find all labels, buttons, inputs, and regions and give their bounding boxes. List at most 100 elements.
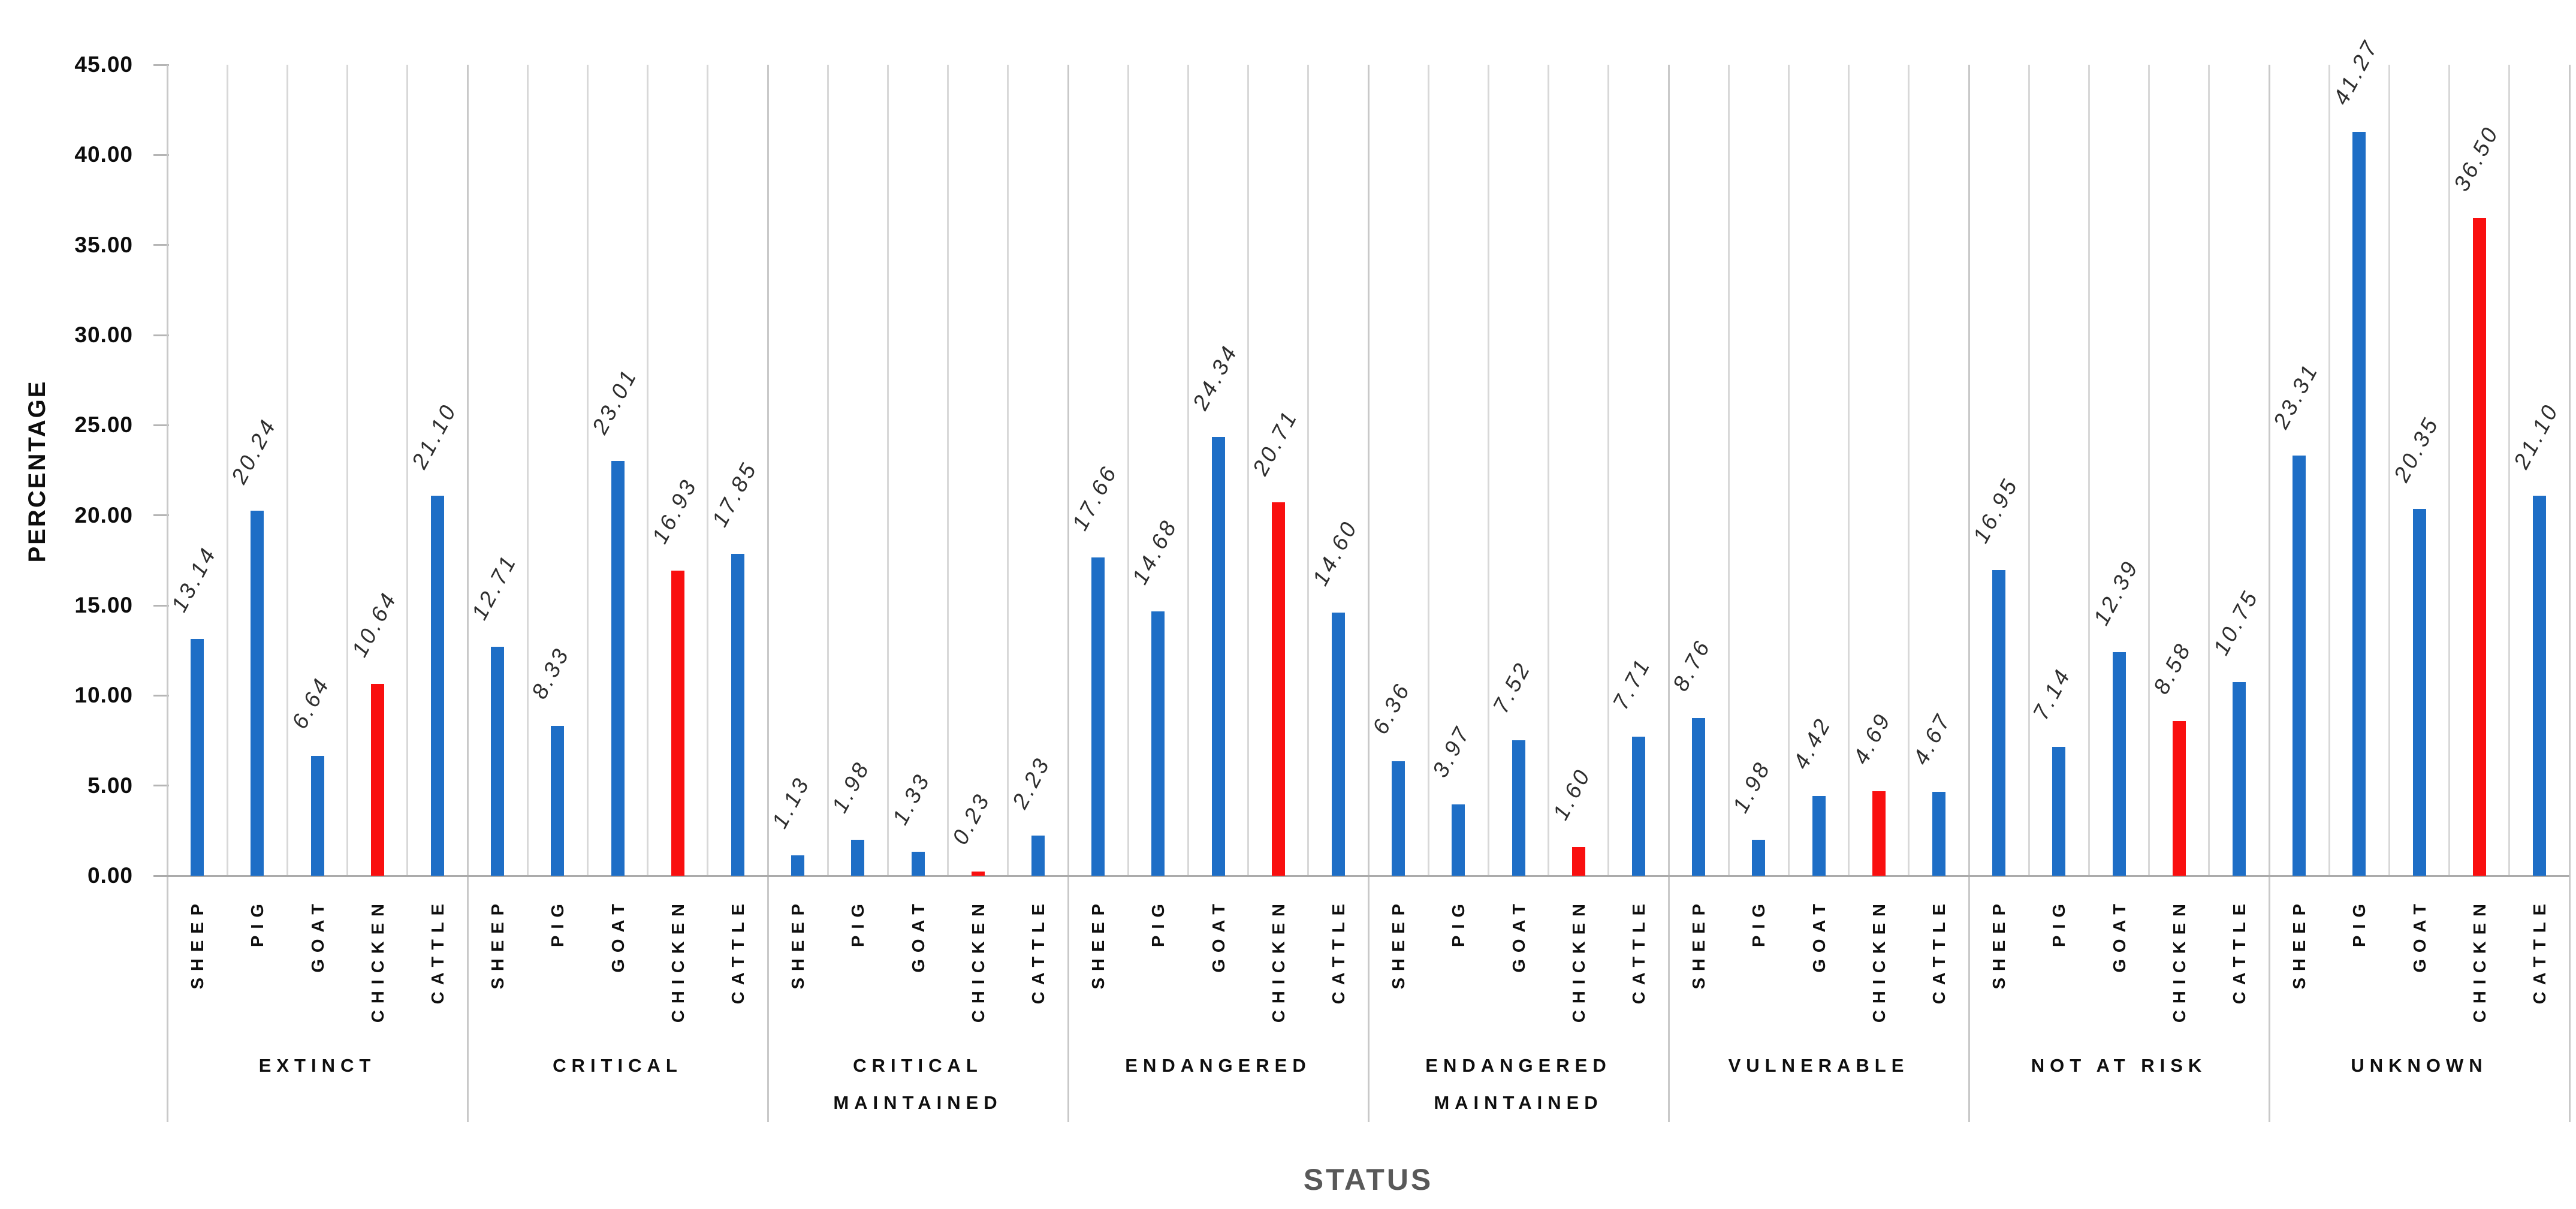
y-tick-mark (153, 334, 169, 336)
group-separator-line (767, 65, 769, 1122)
bar-critical-maintained-pig (851, 840, 865, 876)
value-label-not-at-risk-pig: 7.14 (2028, 664, 2076, 724)
bar-not-at-risk-pig (2052, 747, 2066, 876)
category-label-endangered-maintained-cattle: CATTLE (1629, 897, 1649, 1005)
y-tick-label: 35.00 (74, 232, 133, 257)
category-label-vulnerable-chicken: CHICKEN (1869, 897, 1889, 1023)
group-label-endangered-maintained: ENDANGERED MAINTAINED (1425, 1055, 1612, 1113)
y-tick-label: 10.00 (74, 683, 133, 708)
group-separator-line (1367, 65, 1370, 1122)
y-tick-label: 25.00 (74, 412, 133, 438)
x-axis-title: STATUS (1303, 1163, 1434, 1196)
bar-critical-maintained-chicken (971, 872, 985, 876)
value-label-vulnerable-goat: 4.42 (1788, 713, 1836, 773)
category-label-vulnerable-pig: PIG (1749, 897, 1769, 947)
column-gridline (2088, 65, 2090, 876)
column-gridline (1787, 65, 1790, 876)
category-label-critical-maintained-sheep: SHEEP (789, 897, 809, 990)
bar-vulnerable-goat (1812, 796, 1826, 876)
category-label-critical-maintained-cattle: CATTLE (1028, 897, 1048, 1005)
bar-extinct-cattle (430, 495, 444, 876)
y-tick-label: 5.00 (87, 773, 133, 798)
bar-vulnerable-cattle (1932, 791, 1945, 876)
value-label-critical-chicken: 16.93 (647, 474, 702, 548)
category-label-endangered-pig: PIG (1149, 897, 1169, 947)
column-gridline (1187, 65, 1189, 876)
column-gridline (346, 65, 349, 876)
value-label-not-at-risk-cattle: 10.75 (2208, 585, 2264, 659)
category-label-endangered-sheep: SHEEP (1089, 897, 1109, 990)
bar-critical-pig (551, 725, 565, 876)
category-label-critical-goat: GOAT (608, 897, 628, 973)
y-tick-mark (153, 244, 169, 246)
value-label-endangered-pig: 14.68 (1127, 514, 1183, 589)
category-label-critical-maintained-chicken: CHICKEN (969, 897, 988, 1023)
bar-not-at-risk-chicken (2172, 721, 2186, 876)
bar-extinct-pig (251, 511, 264, 876)
value-label-unknown-chicken: 36.50 (2448, 121, 2504, 195)
column-gridline (647, 65, 649, 876)
bar-critical-maintained-goat (911, 852, 925, 876)
bar-extinct-sheep (191, 638, 204, 876)
column-gridline (2388, 65, 2390, 876)
value-label-critical-pig: 8.33 (527, 642, 575, 703)
value-label-endangered-maintained-sheep: 6.36 (1368, 677, 1416, 738)
column-gridline (1607, 65, 1610, 876)
value-label-endangered-maintained-pig: 3.97 (1428, 720, 1476, 782)
bar-endangered-maintained-chicken (1571, 846, 1585, 876)
value-label-endangered-maintained-cattle: 7.71 (1607, 653, 1656, 714)
category-label-unknown-chicken: CHICKEN (2470, 897, 2490, 1023)
group-label-critical: CRITICAL (553, 1055, 683, 1076)
category-label-unknown-cattle: CATTLE (2530, 897, 2550, 1005)
column-gridline (2508, 65, 2511, 876)
column-gridline (1908, 65, 1910, 876)
column-gridline (1848, 65, 1850, 876)
bar-endangered-goat (1211, 437, 1225, 876)
group-label-extinct: EXTINCT (258, 1055, 376, 1076)
column-gridline (526, 65, 529, 876)
group-label-unknown: UNKNOWN (2351, 1055, 2488, 1076)
category-label-extinct-sheep: SHEEP (188, 897, 208, 990)
category-label-endangered-maintained-goat: GOAT (1509, 897, 1529, 973)
bar-unknown-pig (2352, 132, 2366, 876)
bar-unknown-sheep (2293, 456, 2306, 876)
y-tick-label: 45.00 (74, 52, 133, 77)
y-tick-mark (153, 604, 169, 607)
category-label-not-at-risk-sheep: SHEEP (1990, 897, 2010, 990)
category-label-unknown-pig: PIG (2350, 897, 2370, 947)
column-gridline (886, 65, 889, 876)
column-gridline (406, 65, 409, 876)
bar-unknown-goat (2412, 509, 2426, 876)
value-label-vulnerable-sheep: 8.76 (1668, 634, 1716, 695)
group-separator-line (166, 65, 168, 1122)
category-label-extinct-goat: GOAT (308, 897, 328, 973)
y-tick-mark (153, 153, 169, 156)
value-label-vulnerable-chicken: 4.69 (1848, 708, 1896, 768)
value-label-critical-maintained-pig: 1.98 (827, 756, 875, 817)
y-tick-mark (153, 694, 169, 697)
column-gridline (1247, 65, 1250, 876)
bar-endangered-maintained-pig (1452, 804, 1465, 876)
bar-endangered-maintained-cattle (1631, 737, 1645, 876)
bar-critical-maintained-sheep (791, 855, 805, 876)
column-gridline (2028, 65, 2030, 876)
bar-endangered-maintained-sheep (1392, 761, 1405, 876)
category-label-critical-pig: PIG (548, 897, 568, 947)
category-label-vulnerable-cattle: CATTLE (1929, 897, 1949, 1005)
group-label-critical-maintained: CRITICAL MAINTAINED (833, 1055, 1003, 1113)
column-gridline (1487, 65, 1489, 876)
column-gridline (286, 65, 288, 876)
value-label-extinct-chicken: 10.64 (346, 587, 402, 661)
value-label-extinct-cattle: 21.10 (406, 399, 462, 473)
column-gridline (1127, 65, 1129, 876)
bar-endangered-cattle (1331, 613, 1345, 876)
category-label-endangered-maintained-chicken: CHICKEN (1569, 897, 1589, 1023)
column-gridline (1727, 65, 1730, 876)
value-label-unknown-goat: 20.35 (2388, 412, 2444, 486)
column-gridline (1427, 65, 1429, 876)
value-label-not-at-risk-goat: 12.39 (2088, 555, 2143, 629)
category-label-critical-maintained-goat: GOAT (909, 897, 928, 973)
category-label-unknown-goat: GOAT (2410, 897, 2430, 973)
y-tick-label: 20.00 (74, 502, 133, 527)
